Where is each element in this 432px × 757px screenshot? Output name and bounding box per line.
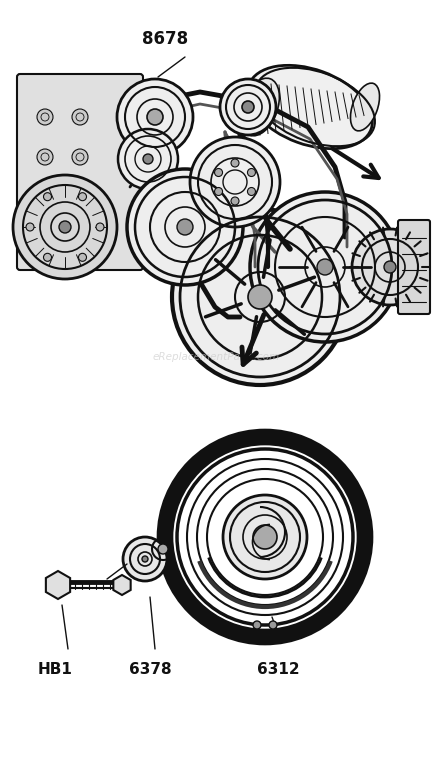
Circle shape bbox=[172, 209, 348, 385]
Circle shape bbox=[384, 261, 396, 273]
Circle shape bbox=[44, 254, 51, 261]
Circle shape bbox=[253, 621, 261, 629]
Circle shape bbox=[223, 495, 307, 579]
Circle shape bbox=[72, 149, 88, 165]
Text: 6312: 6312 bbox=[257, 662, 299, 677]
Circle shape bbox=[37, 149, 53, 165]
Circle shape bbox=[158, 544, 168, 554]
Circle shape bbox=[147, 109, 163, 125]
Text: eReplacementParts.com: eReplacementParts.com bbox=[152, 352, 280, 362]
Text: HB1: HB1 bbox=[38, 662, 73, 677]
Circle shape bbox=[242, 101, 254, 113]
Ellipse shape bbox=[241, 78, 280, 136]
Circle shape bbox=[79, 254, 86, 261]
Ellipse shape bbox=[350, 83, 380, 131]
Circle shape bbox=[26, 223, 34, 231]
Circle shape bbox=[165, 437, 365, 637]
Circle shape bbox=[118, 129, 178, 189]
Text: 6378: 6378 bbox=[129, 662, 172, 677]
Circle shape bbox=[177, 219, 193, 235]
Circle shape bbox=[248, 169, 255, 176]
Circle shape bbox=[317, 259, 333, 275]
Circle shape bbox=[79, 193, 86, 201]
Circle shape bbox=[215, 188, 222, 195]
FancyBboxPatch shape bbox=[398, 220, 430, 314]
Circle shape bbox=[72, 109, 88, 125]
Circle shape bbox=[231, 197, 239, 205]
Circle shape bbox=[117, 79, 193, 155]
Circle shape bbox=[96, 223, 104, 231]
Circle shape bbox=[220, 79, 276, 135]
Circle shape bbox=[248, 188, 255, 195]
Circle shape bbox=[215, 169, 222, 176]
Circle shape bbox=[231, 159, 239, 167]
Text: 8678: 8678 bbox=[142, 30, 188, 48]
Circle shape bbox=[250, 192, 400, 342]
Circle shape bbox=[190, 137, 280, 227]
Circle shape bbox=[352, 229, 428, 305]
Circle shape bbox=[37, 109, 53, 125]
Circle shape bbox=[269, 621, 277, 629]
Circle shape bbox=[13, 175, 117, 279]
Ellipse shape bbox=[248, 65, 372, 148]
Circle shape bbox=[44, 193, 51, 201]
Circle shape bbox=[123, 537, 167, 581]
Circle shape bbox=[253, 525, 277, 549]
Circle shape bbox=[59, 221, 71, 233]
Circle shape bbox=[127, 169, 243, 285]
FancyBboxPatch shape bbox=[17, 74, 143, 270]
Circle shape bbox=[143, 154, 153, 164]
Circle shape bbox=[142, 556, 148, 562]
Circle shape bbox=[248, 285, 272, 309]
